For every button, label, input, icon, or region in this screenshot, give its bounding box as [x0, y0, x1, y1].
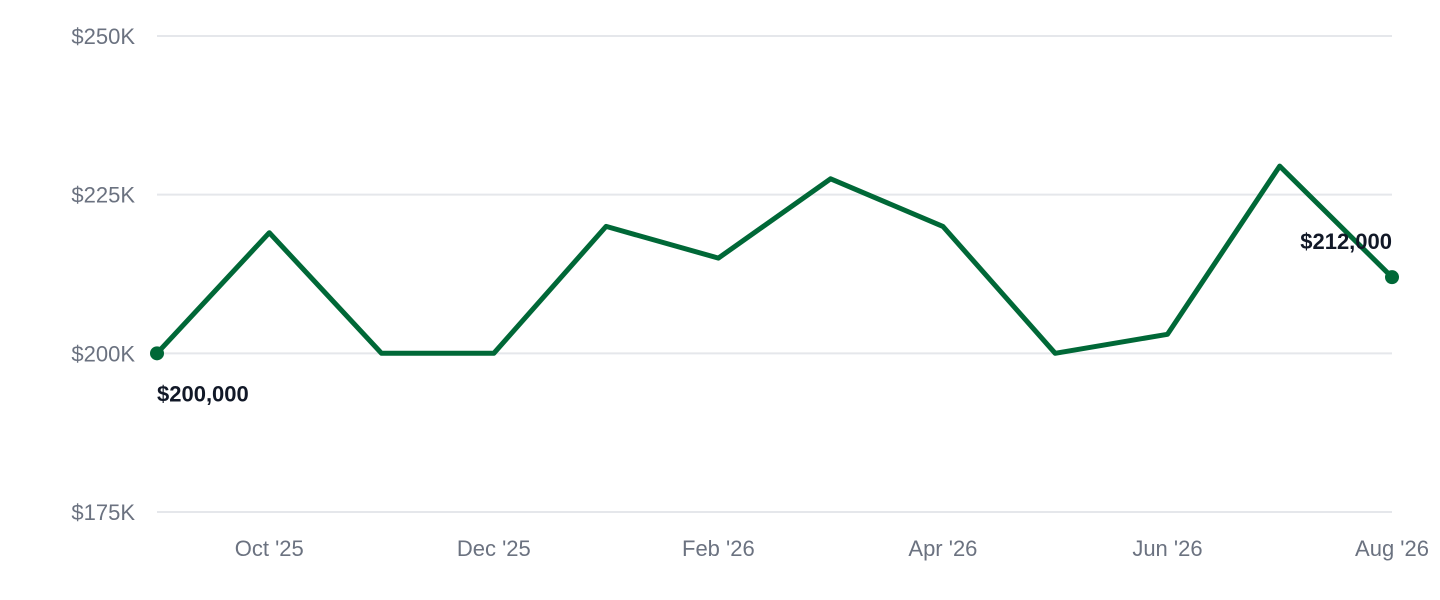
annotations: $200,000 $212,000 — [150, 229, 1399, 406]
y-tick-label: $175K — [71, 500, 135, 525]
x-tick-label: Jun '26 — [1132, 536, 1202, 561]
x-tick-label: Feb '26 — [682, 536, 755, 561]
grid-lines — [157, 35, 1392, 513]
x-axis: Oct '25 Dec '25 Feb '26 Apr '26 Jun '26 Aug '… — [235, 536, 1429, 561]
data-point-marker — [1385, 270, 1399, 285]
data-point-marker — [150, 346, 164, 361]
x-tick-label: Aug '26 — [1355, 536, 1429, 561]
x-tick-label: Dec '25 — [457, 536, 531, 561]
y-tick-label: $250K — [71, 24, 135, 49]
y-tick-label: $225K — [71, 183, 135, 208]
x-tick-label: Oct '25 — [235, 536, 304, 561]
x-tick-label: Apr '26 — [908, 536, 977, 561]
series — [154, 163, 1395, 356]
y-axis: $250K $225K $200K $175K — [71, 24, 135, 525]
data-label: $200,000 — [157, 381, 249, 406]
data-label: $212,000 — [1300, 229, 1392, 254]
series-line — [154, 163, 1395, 356]
y-tick-label: $200K — [71, 341, 135, 366]
